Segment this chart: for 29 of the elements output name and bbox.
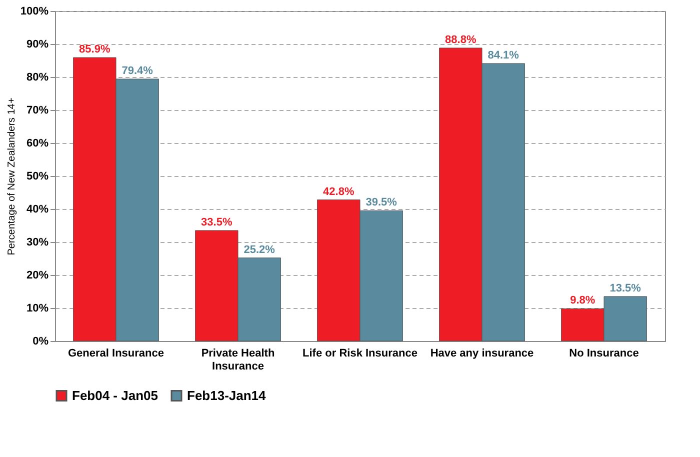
data-label: 79.4% [122,64,154,77]
y-tick-label: 50% [26,170,49,182]
y-tick-label: 60% [26,138,49,150]
data-label: 13.5% [610,282,642,294]
data-label: 85.9% [79,44,110,56]
data-label: 42.8% [323,186,354,198]
y-tick-label: 30% [26,236,49,248]
y-tick-label: 80% [26,72,49,84]
x-tick-label: No Insurance [569,348,639,360]
data-label: 9.8% [570,294,596,307]
y-tick-label: 40% [26,204,49,216]
y-tick-label: 0% [32,336,49,348]
data-label: 84.1% [488,49,520,62]
y-tick-label: 90% [26,38,49,50]
data-label: 25.2% [244,244,276,256]
data-label: 33.5% [201,216,232,228]
data-label: 39.5% [366,196,398,209]
x-tick-label: Life or Risk Insurance [302,348,418,360]
legend-label: Feb13-Jan14 [187,388,267,403]
y-axis-title: Percentage of New Zealanders 14+ [6,98,18,256]
y-tick-label: 70% [26,104,49,116]
y-tick-label: 10% [26,302,49,314]
legend-label: Feb04 - Jan05 [72,388,158,403]
data-label: 88.8% [445,34,476,46]
x-tick-label: General Insurance [68,348,164,360]
x-tick-label: Private Health Insurance [201,348,275,372]
y-tick-label: 20% [26,270,49,282]
x-tick-label: Have any insurance [430,348,534,360]
y-tick-label: 100% [20,6,49,18]
